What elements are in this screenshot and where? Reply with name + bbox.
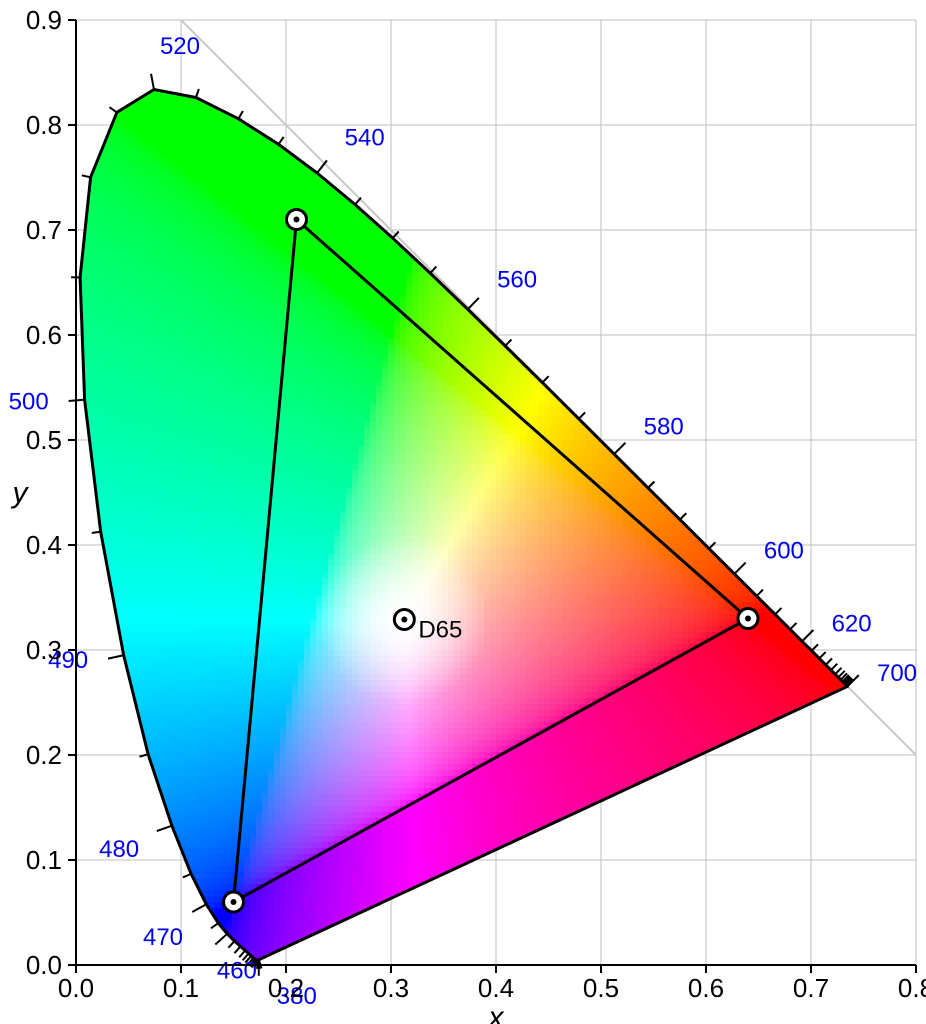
- wavelength-label-520: 520: [160, 33, 200, 60]
- wavelength-label-500: 500: [9, 388, 49, 415]
- chart-svg: 380460470480490500520540560580600620700D…: [0, 0, 926, 1024]
- wavelength-label-600: 600: [764, 537, 804, 564]
- wavelength-label-580: 580: [644, 413, 684, 440]
- wavelength-label-480: 480: [99, 836, 139, 863]
- chromaticity-diagram: 380460470480490500520540560580600620700D…: [0, 0, 926, 1024]
- wavelength-label-620: 620: [832, 611, 872, 638]
- x-axis-label: x: [487, 1001, 505, 1024]
- wavelength-label-700: 700: [877, 660, 917, 687]
- y-axis-label: y: [11, 477, 30, 510]
- wavelength-label-460: 460: [217, 958, 257, 985]
- whitepoint-label: D65: [418, 617, 462, 644]
- wavelength-label-470: 470: [143, 924, 183, 951]
- wavelength-label-560: 560: [497, 266, 537, 293]
- wavelength-label-540: 540: [345, 125, 385, 152]
